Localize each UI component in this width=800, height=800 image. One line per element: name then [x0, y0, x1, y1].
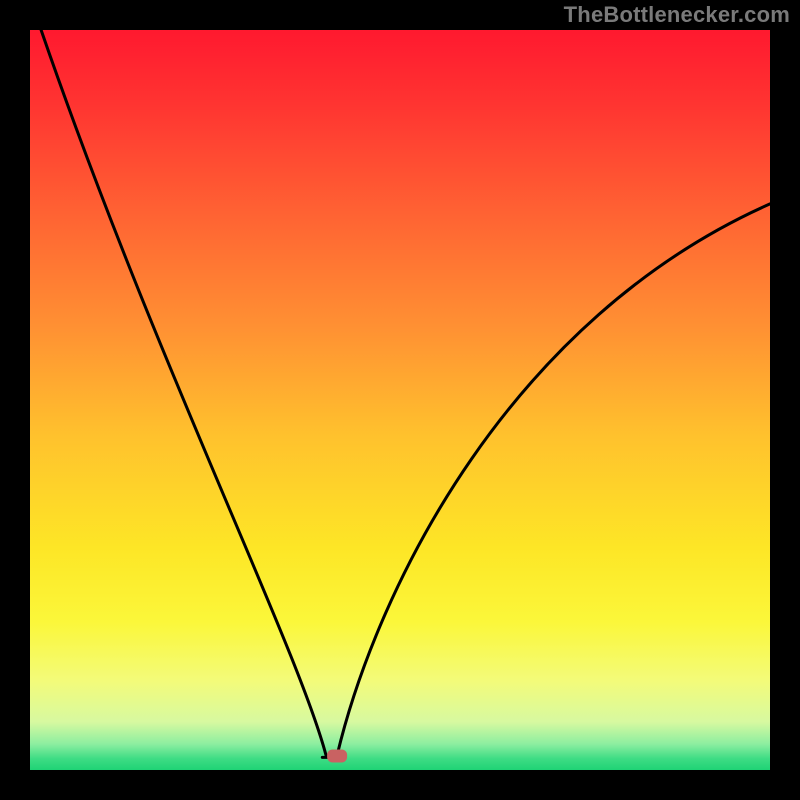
watermark-label: TheBottlenecker.com	[564, 2, 790, 28]
bottleneck-marker	[327, 749, 347, 762]
chart-frame: TheBottlenecker.com	[0, 0, 800, 800]
bottleneck-chart-svg	[0, 0, 800, 800]
plot-area	[30, 30, 770, 770]
